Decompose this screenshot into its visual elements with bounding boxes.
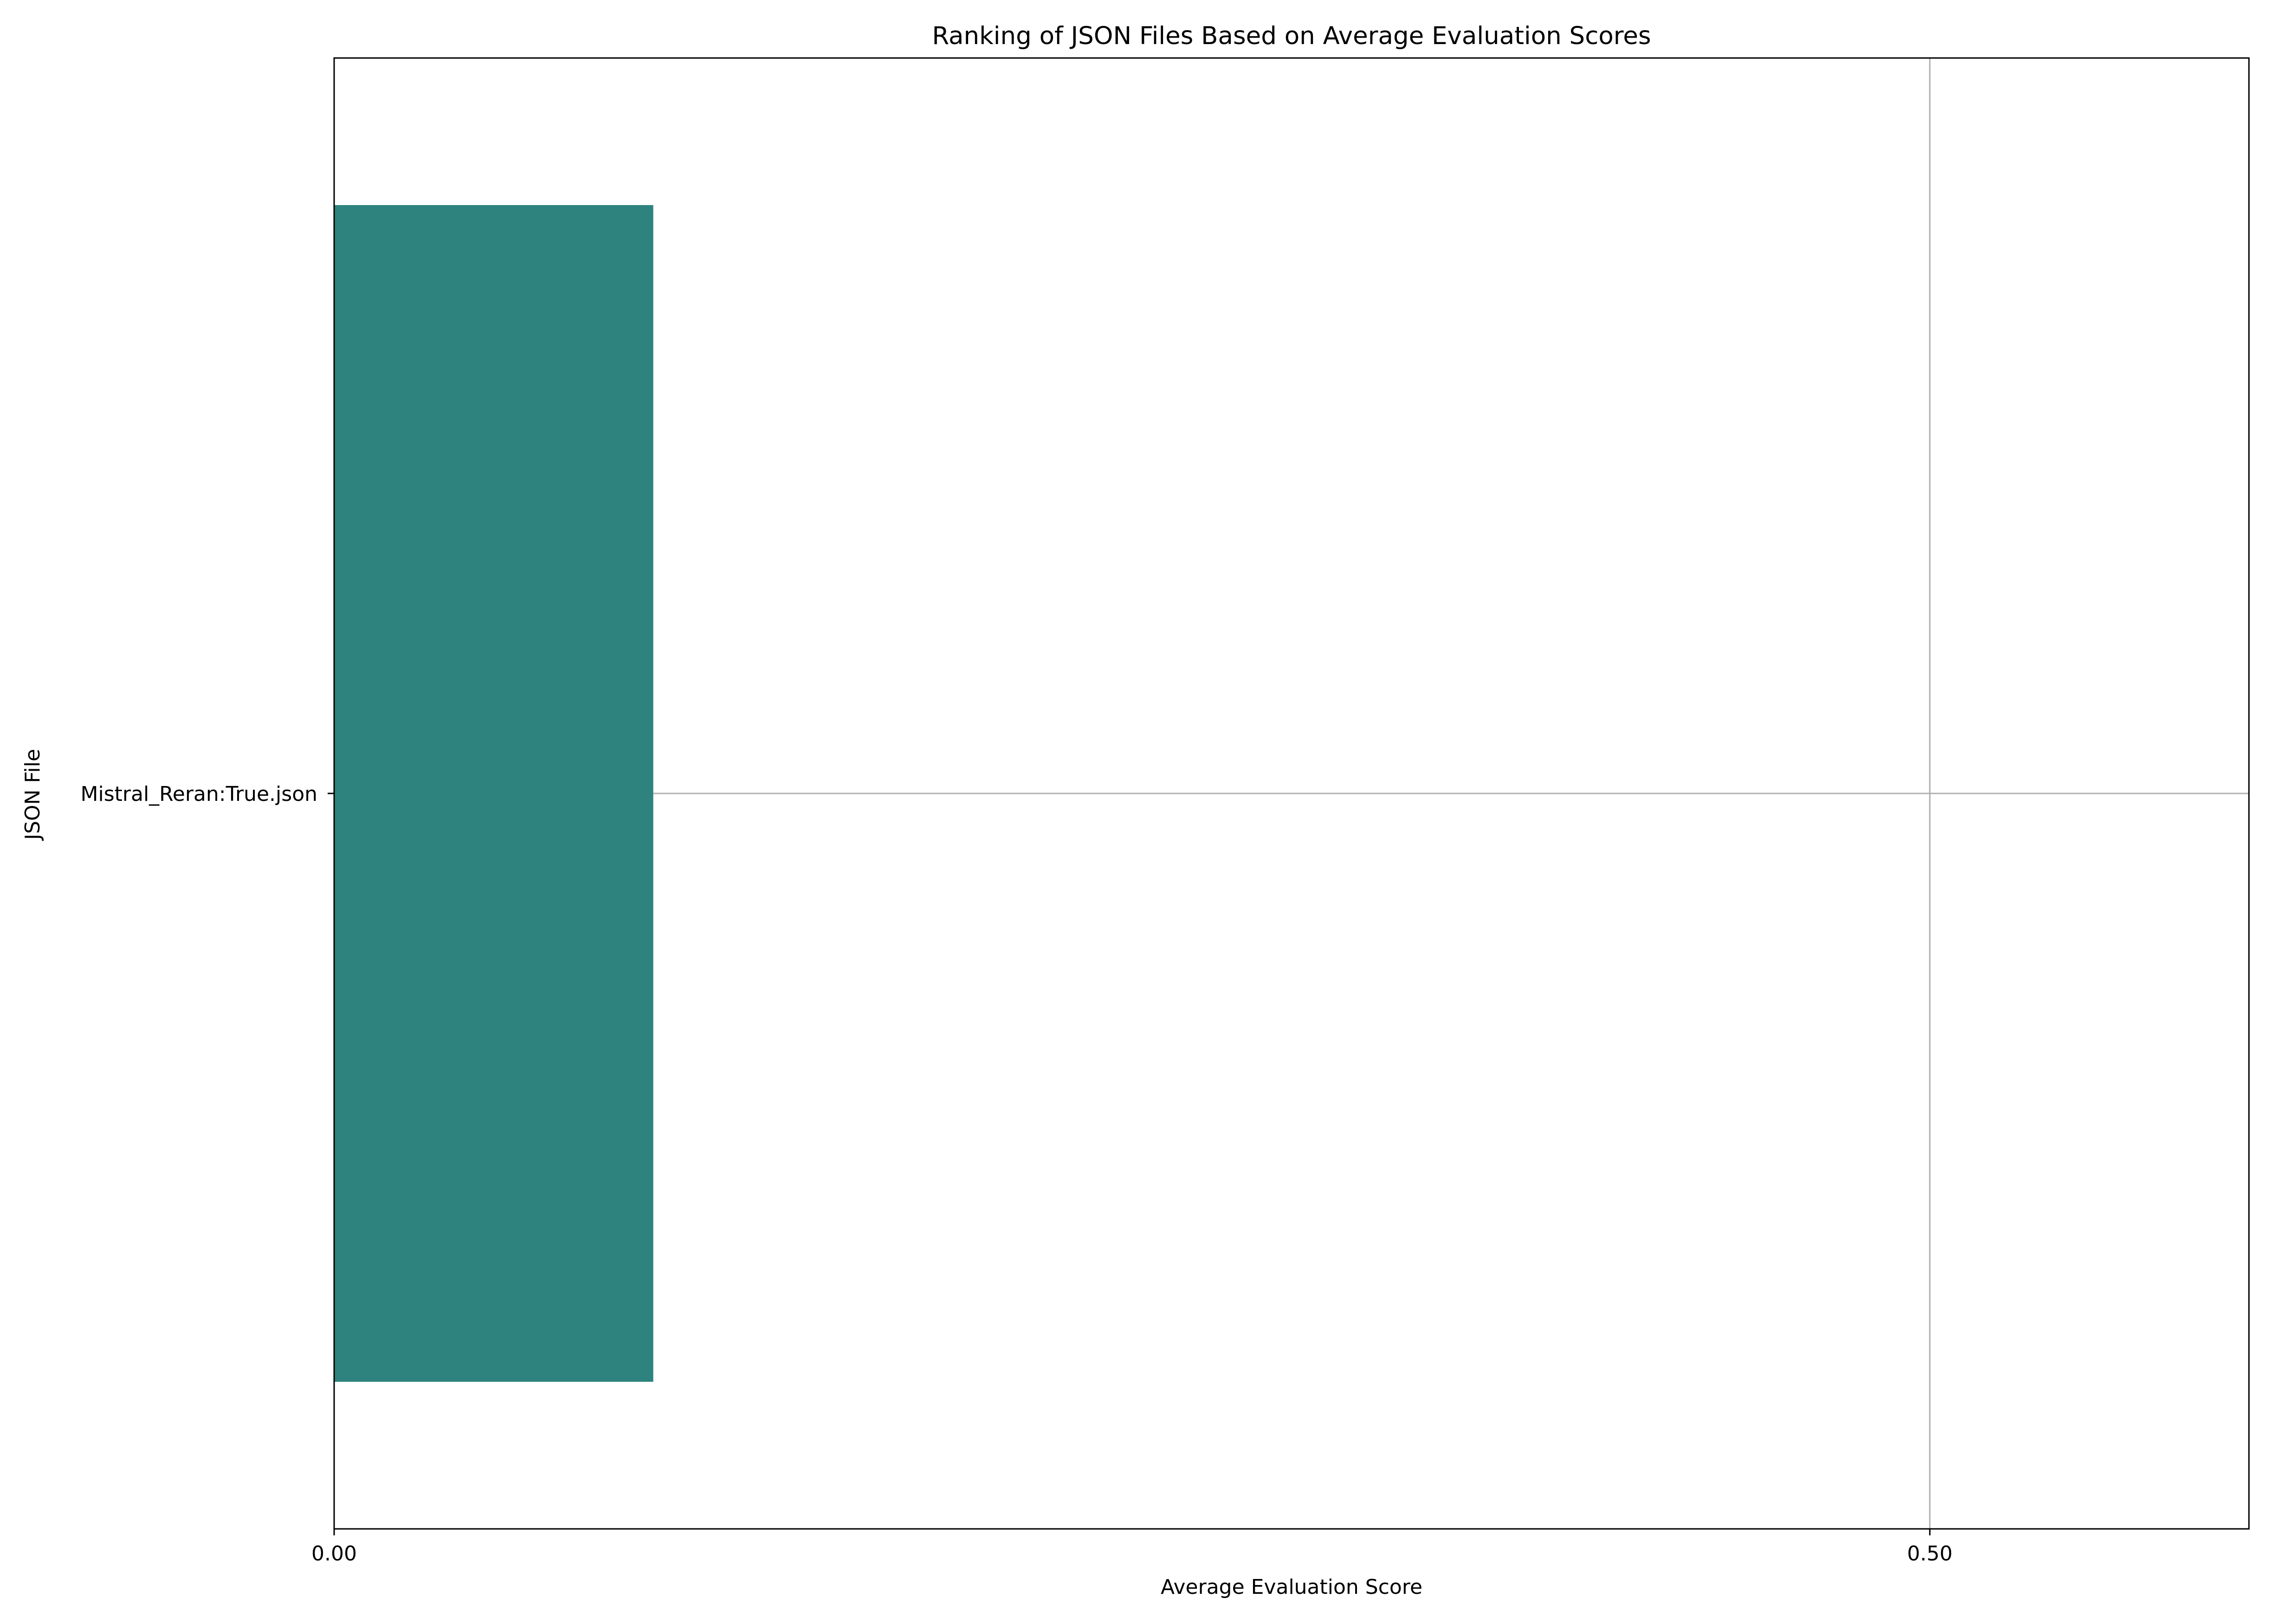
x-axis-ticks: 0.00 0.50 bbox=[311, 1529, 1952, 1566]
bar bbox=[334, 205, 653, 1382]
x-tick-label: 0.00 bbox=[311, 1542, 357, 1566]
y-tick-label: Mistral_Reran:True.json bbox=[81, 782, 317, 806]
chart-title: Ranking of JSON Files Based on Average E… bbox=[932, 22, 1651, 50]
x-axis-label: Average Evaluation Score bbox=[1161, 1575, 1422, 1599]
y-axis-ticks: Mistral_Reran:True.json bbox=[81, 782, 334, 806]
bars-group bbox=[334, 205, 653, 1382]
y-axis-label: JSON File bbox=[21, 749, 45, 841]
x-tick-label: 0.50 bbox=[1907, 1542, 1952, 1566]
